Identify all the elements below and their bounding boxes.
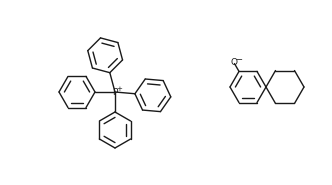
Text: O: O <box>230 58 237 67</box>
Text: +: + <box>117 85 123 92</box>
Text: P: P <box>112 88 118 97</box>
Text: −: − <box>235 55 242 64</box>
